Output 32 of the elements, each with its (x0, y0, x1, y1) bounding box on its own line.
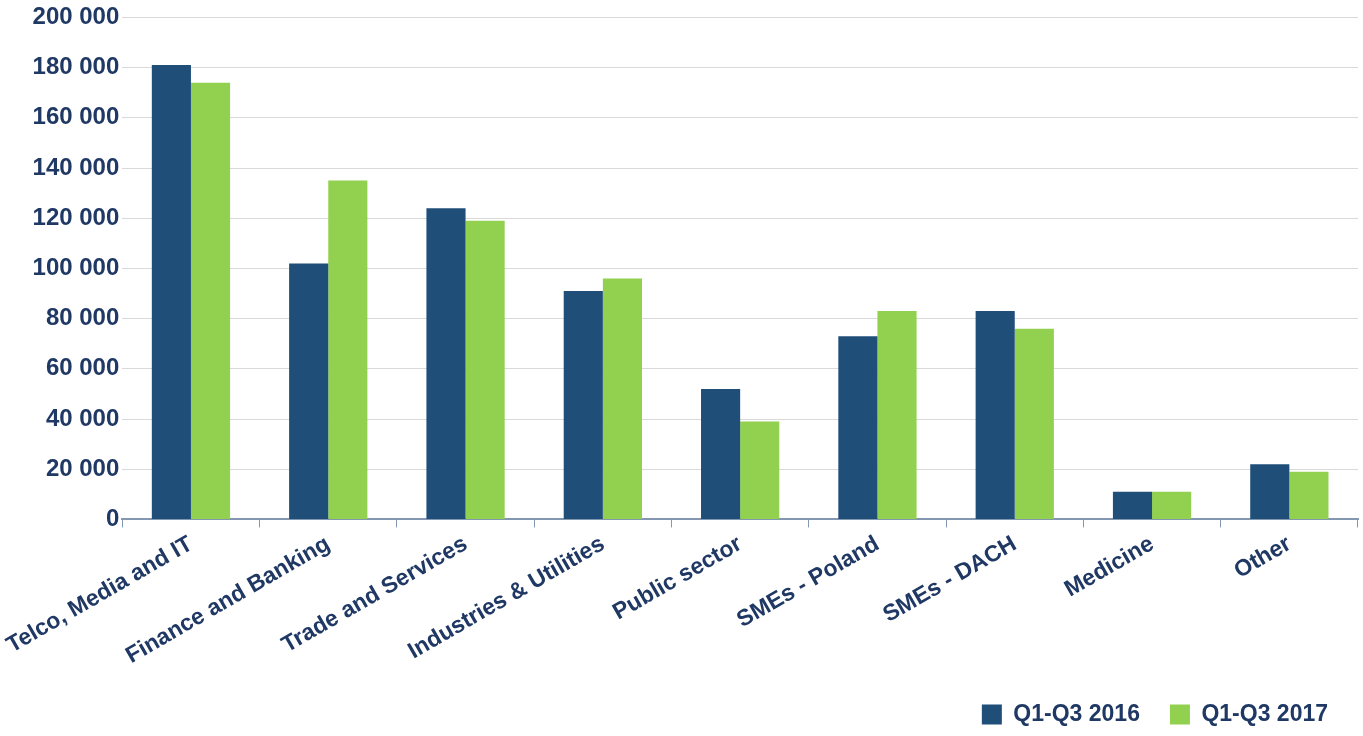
y-tick-label: 60 000 (45, 353, 120, 381)
bar (563, 291, 603, 519)
bar (426, 208, 466, 519)
y-tick-label: 40 000 (45, 403, 120, 431)
bar (1014, 328, 1054, 519)
y-tick-label: 200 000 (32, 2, 120, 30)
bar (1152, 491, 1192, 519)
bar (877, 311, 917, 519)
x-tick-label: Other (1228, 529, 1296, 583)
bar (328, 180, 368, 519)
bar (465, 220, 505, 519)
bar (289, 263, 329, 519)
bar (975, 311, 1015, 519)
bar (151, 65, 191, 519)
y-tick-label: 100 000 (32, 253, 120, 281)
legend-label: Q1-Q3 2016 (1013, 699, 1140, 726)
y-tick-label: 120 000 (32, 202, 120, 230)
bar (701, 388, 741, 519)
y-tick-label: 0 (105, 504, 120, 532)
bar (740, 421, 780, 519)
y-tick-label: 180 000 (32, 52, 120, 80)
y-tick-label: 20 000 (45, 453, 120, 481)
bar (1250, 464, 1290, 519)
y-tick-label: 160 000 (32, 102, 120, 130)
bar (602, 278, 642, 519)
y-tick-label: 80 000 (45, 303, 120, 331)
bar (838, 336, 878, 519)
bar (1289, 471, 1329, 519)
y-tick-label: 140 000 (32, 152, 120, 180)
bar (1112, 491, 1153, 519)
bar (190, 82, 231, 519)
legend-label: Q1-Q3 2017 (1201, 699, 1329, 726)
